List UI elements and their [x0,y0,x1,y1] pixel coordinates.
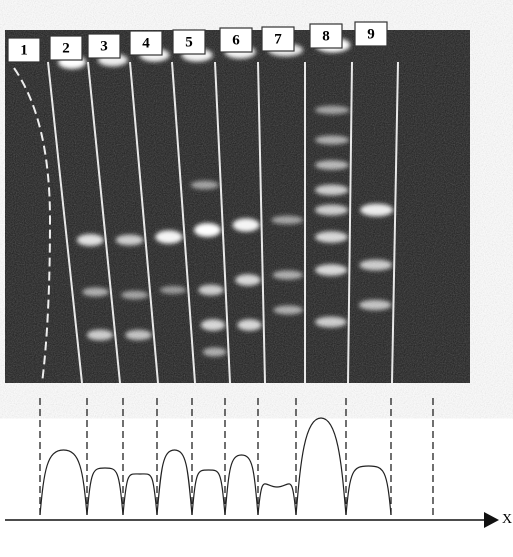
band [233,218,260,231]
lane-label: 1 [20,42,28,58]
lane-label: 3 [100,38,108,54]
density-profile: X [5,398,512,528]
band [203,348,227,357]
lane-label: 9 [367,26,375,42]
band [360,204,393,217]
band [315,160,349,170]
lane-label: 8 [322,28,330,44]
band [315,185,348,196]
band [315,264,347,275]
band [82,288,109,297]
band [273,271,303,280]
band [194,223,221,237]
band [315,231,348,242]
band [155,230,182,243]
band [315,205,348,216]
band [273,306,303,315]
band [235,274,261,285]
band [77,234,104,246]
band [125,330,152,340]
band [160,286,186,294]
band [359,300,391,310]
band [271,216,303,224]
lane-label: 5 [185,34,193,50]
lane-label: 2 [62,40,70,56]
band [87,330,113,341]
band [315,317,347,328]
axis-label: X [502,512,512,527]
lane-label: 4 [142,35,150,51]
band [237,319,261,330]
band [315,136,349,145]
band [198,285,223,296]
gel-image [5,30,470,383]
band [359,260,392,271]
lane-label: 7 [274,31,282,47]
band [315,106,349,114]
band [201,319,225,330]
band [116,235,144,246]
band [191,181,219,189]
band [121,291,148,299]
figure: 1 2 3 4 5 6 7 8 9 X [0,0,513,552]
lane-label: 6 [232,32,240,48]
